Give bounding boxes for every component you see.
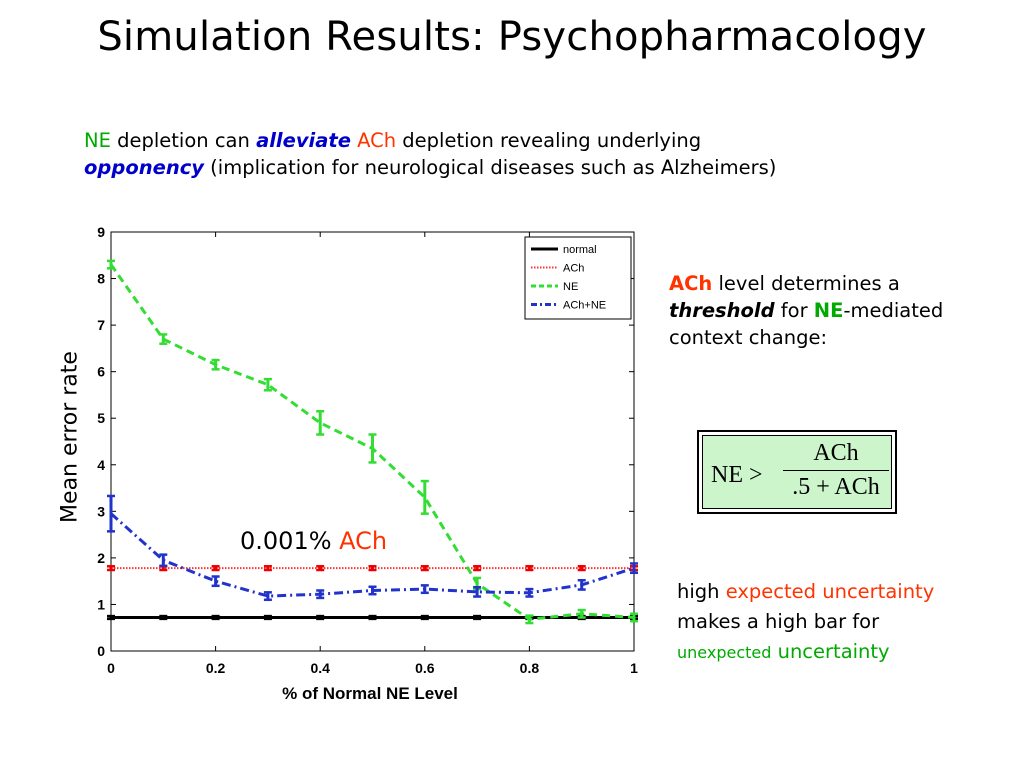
y-tick-label: 2 <box>97 550 105 566</box>
note2-unexpected: unexpected <box>677 643 772 662</box>
plot-frame <box>110 231 635 652</box>
note1-part1: level determines a <box>712 272 900 295</box>
formula-lhs: NE > <box>711 462 763 488</box>
note1-ne: NE <box>813 299 844 322</box>
note2-line2: makes a high bar for <box>677 610 880 633</box>
y-tick-label: 1 <box>97 596 105 612</box>
formula-numerator: ACh <box>813 440 859 466</box>
threshold-note: ACh level determines a threshold for NE-… <box>669 270 1009 351</box>
formula-fraction-bar <box>783 470 889 471</box>
legend-box <box>524 236 632 320</box>
x-tick-label: 0.6 <box>415 660 435 675</box>
x-tick-label: 0.2 <box>206 660 226 675</box>
formula-denominator: .5 + ACh <box>792 474 880 500</box>
legend-label: ACh <box>563 263 584 275</box>
formula: NE > ACh .5 + ACh <box>702 435 892 509</box>
subtitle-ach: ACh <box>350 129 397 152</box>
ach-level-annotation: 0.001% ACh <box>240 527 387 555</box>
y-tick-label: 7 <box>97 317 105 333</box>
subtitle-alleviate: alleviate <box>256 129 351 152</box>
uncertainty-note: high expected uncertainty makes a high b… <box>677 577 1022 668</box>
y-axis-label: Mean error rate <box>57 351 83 523</box>
y-tick-label: 6 <box>97 364 105 380</box>
note1-threshold: threshold <box>669 299 775 322</box>
annotation-value: 0.001% <box>240 527 340 555</box>
annotation-ach: ACh <box>339 527 388 555</box>
note2-uncertainty: uncertainty <box>771 640 890 663</box>
note1-part2: for <box>774 299 814 322</box>
x-tick-label: 0.8 <box>520 660 540 675</box>
y-tick-label: 5 <box>97 410 105 426</box>
subtitle-ne: NE <box>84 129 111 152</box>
y-tick-label: 4 <box>97 457 105 473</box>
legend-label: NE <box>563 281 578 293</box>
note2-expected-uncertainty: expected uncertainty <box>725 580 935 603</box>
legend-label: ACh+NE <box>563 300 606 312</box>
y-tick-label: 9 <box>97 224 105 240</box>
note1-ach: ACh <box>669 272 713 295</box>
x-tick-label: 1 <box>630 660 638 675</box>
y-tick-label: 3 <box>97 503 105 519</box>
slide-title: Simulation Results: Psychopharmacology <box>97 14 927 60</box>
note2-high: high <box>677 580 726 603</box>
formula-box: NE > ACh .5 + ACh <box>697 430 897 514</box>
legend-label: normal <box>563 244 597 256</box>
y-tick-label: 8 <box>97 271 105 287</box>
subtitle-part1: depletion can <box>110 129 257 152</box>
subtitle-opponency: opponency <box>84 156 204 179</box>
x-tick-label: 0 <box>107 660 115 675</box>
formula-fraction: ACh .5 + ACh <box>781 440 891 501</box>
subtitle-part2: depletion revealing underlying <box>396 129 702 152</box>
error-rate-chart: 0 1 2 3 4 5 6 7 8 9 0 0.2 0.4 0.6 0.8 1 normal ACh NE ACh+N… <box>97 224 638 675</box>
y-tick-label: 0 <box>97 643 105 659</box>
x-axis-label: % of Normal NE Level <box>282 684 458 703</box>
x-tick-label: 0.4 <box>310 660 330 675</box>
slide-subtitle: NE depletion can alleviate ACh depletion… <box>84 127 984 181</box>
note1-part3: -mediated context change: <box>669 299 944 349</box>
subtitle-part3: (implication for neurological diseases s… <box>203 156 777 179</box>
